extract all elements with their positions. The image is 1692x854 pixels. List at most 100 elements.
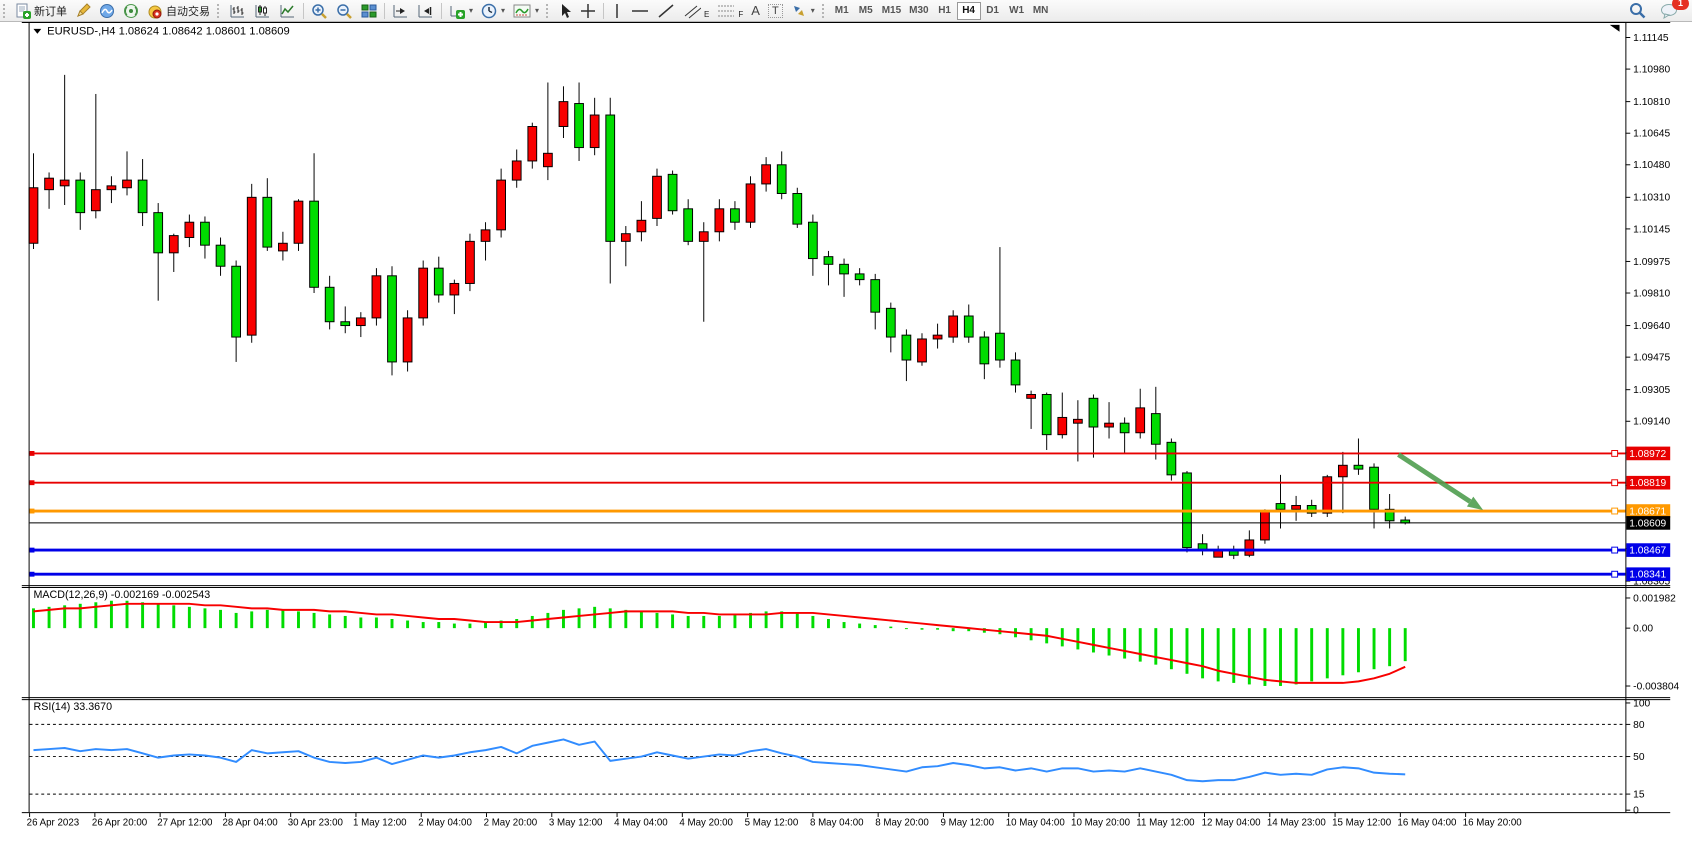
symbol-dropdown-icon[interactable] [33,28,42,34]
hline-handle[interactable] [1611,479,1619,487]
toolbar-grip[interactable] [821,3,827,18]
hline-handle[interactable] [29,480,35,486]
price-tag [1626,446,1671,461]
text-tool-button[interactable]: A [747,2,764,20]
label-tool-button[interactable]: T [764,2,787,20]
trendline-tool-button[interactable] [653,2,679,20]
tf-button-M5[interactable]: M5 [854,2,878,20]
hline-handle[interactable] [29,571,35,577]
candle-body [278,242,288,252]
zoom-out-button[interactable] [332,2,357,20]
candle-body [1026,393,1036,399]
candle-body [745,183,756,223]
chart-shift-button[interactable] [413,2,438,20]
macd-histogram-bar [1154,628,1158,665]
channel-tool-button[interactable]: E [679,2,713,20]
zoom-in-button[interactable] [307,2,332,20]
tf-button-M30[interactable]: M30 [905,2,932,20]
macd-tick-label: 0.00 [1633,624,1653,635]
search-button[interactable] [1625,2,1650,20]
tf-button-D1[interactable]: D1 [981,2,1005,20]
templates-button[interactable]: ▾ [509,2,543,20]
line-chart-icon [280,4,294,17]
candle-body [1275,503,1286,510]
candle-body [823,256,834,265]
tf-button-MN[interactable]: MN [1029,2,1053,20]
candle-body [901,334,912,361]
fibonacci-tool-button[interactable]: F [713,2,747,20]
label-tool-icon: T [767,3,783,18]
macd-histogram-bar [374,617,378,629]
macd-histogram-bar [967,628,971,632]
toolbar-grip[interactable] [217,3,222,18]
candle-body [90,189,101,212]
tf-button-W1[interactable]: W1 [1005,2,1029,20]
candle-body [1291,504,1301,510]
tf-button-M1[interactable]: M1 [830,2,854,20]
macd-histogram-bar [421,622,425,629]
time-axis-label: 14 May 23:00 [1267,818,1327,829]
price-tick-label: 1.10145 [1633,224,1670,235]
hline-handle[interactable] [1611,570,1619,578]
chart-canvas[interactable]: EURUSD-,H4 1.08624 1.08642 1.08601 1.086… [0,22,1692,854]
candles-chart-button[interactable] [250,2,275,20]
macd-histogram-bar [1138,628,1142,662]
new-order-button[interactable]: 新订单 [11,2,71,20]
autotrade-button[interactable]: 自动交易 [143,2,214,20]
candle-body [1306,504,1317,514]
time-axis-label: 3 May 12:00 [549,818,603,829]
hline-handle[interactable] [29,450,35,456]
new-order-label: 新订单 [34,5,67,18]
toolbar-grip[interactable] [3,3,8,18]
periods-button[interactable]: ▾ [477,2,509,20]
macd-histogram-bar [468,623,472,629]
macd-histogram-bar [764,611,768,629]
timeframe-group: M1 M5 M15 M30 H1 H4 D1 W1 MN [830,1,1053,20]
hline-tool-button[interactable] [627,2,653,20]
macd-signal-line [33,602,1406,684]
signals-button[interactable] [119,2,143,20]
bars-chart-button[interactable] [225,2,250,20]
modify-order-button[interactable] [71,2,95,20]
hline-handle[interactable] [29,508,35,514]
macd-histogram-bar [234,612,238,629]
hline-handle[interactable] [1611,546,1619,554]
clock-icon [481,3,497,18]
price-tick-label: 1.10645 [1633,129,1670,140]
hline-handle[interactable] [1611,450,1619,457]
arrows-tool-button[interactable]: ▾ [787,2,819,20]
macd-histogram-bar [328,614,332,629]
candle-body [106,185,117,191]
candle-body [558,101,569,127]
candle-body [683,208,694,242]
tf-button-M15[interactable]: M15 [878,2,905,20]
candle-body [340,321,351,327]
crosshair-button[interactable] [576,2,600,20]
price-tick-label: 1.09305 [1633,385,1670,396]
candle-body [839,263,849,275]
macd-histogram-bar [63,605,67,629]
hline-handle[interactable] [1611,507,1619,515]
time-axis-label: 10 May 04:00 [1006,818,1066,829]
toolbar-grip[interactable] [546,3,551,18]
cursor-button[interactable] [554,2,576,20]
macd-histogram-bar [203,608,207,629]
tile-windows-button[interactable] [357,2,381,20]
vline-tool-icon [616,3,618,18]
candle-body [605,114,616,242]
time-axis-label: 2 May 20:00 [484,818,538,829]
vline-tool-button[interactable] [607,2,627,20]
time-axis-label: 5 May 12:00 [745,818,799,829]
trend-arrow[interactable] [1397,452,1484,511]
line-chart-button[interactable] [275,2,300,20]
hline-handle[interactable] [29,547,35,553]
tf-button-H4[interactable]: H4 [956,1,981,20]
candle-body [75,179,86,214]
market-depth-button[interactable] [95,2,119,20]
candle-body [402,317,413,363]
auto-scroll-button[interactable] [388,2,413,20]
tf-button-H1[interactable]: H1 [933,2,957,20]
price-tick-label: 1.08305 [1633,577,1670,588]
macd-histogram-bar [1341,628,1345,676]
indicators-button[interactable]: ▾ [445,2,477,20]
